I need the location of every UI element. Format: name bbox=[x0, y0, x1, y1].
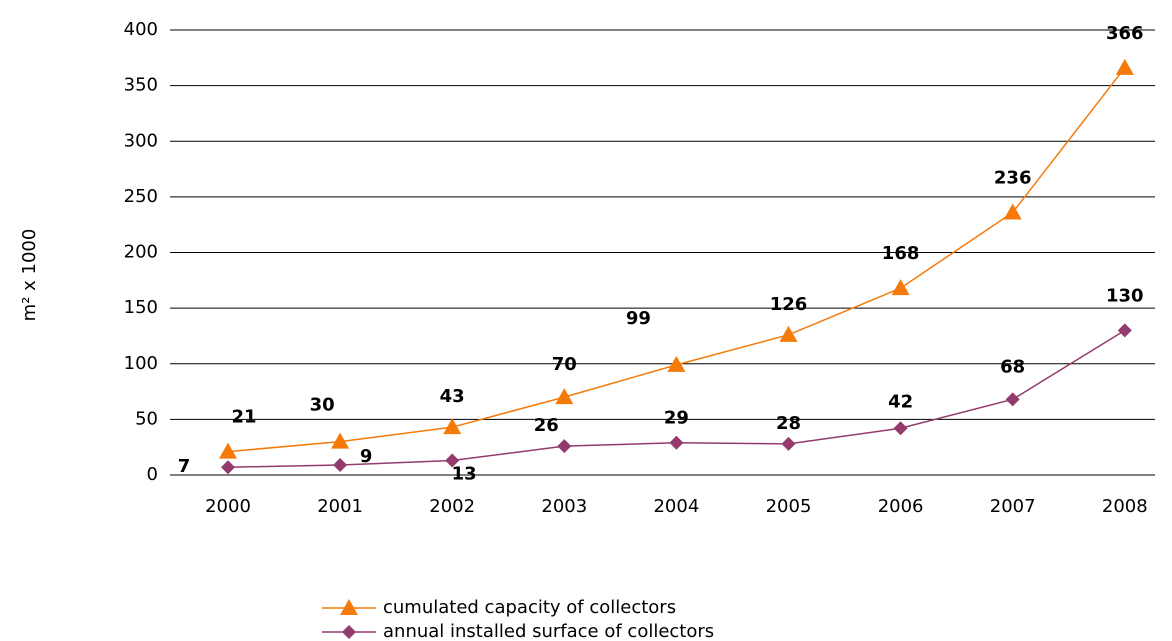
x-tick-label: 2006 bbox=[878, 496, 924, 517]
data-label: 366 bbox=[1106, 23, 1144, 44]
data-label: 43 bbox=[440, 386, 465, 407]
x-tick-label: 2005 bbox=[766, 496, 812, 517]
data-label: 70 bbox=[552, 354, 577, 375]
y-tick-label: 350 bbox=[124, 75, 158, 96]
data-label: 126 bbox=[770, 294, 808, 315]
point-marker bbox=[667, 355, 686, 372]
point-marker bbox=[1005, 392, 1020, 407]
legend-label: cumulated capacity of collectors bbox=[383, 597, 676, 618]
x-tick-label: 2008 bbox=[1102, 496, 1148, 517]
x-tick-label: 2001 bbox=[317, 496, 363, 517]
series: 7 9 13 26 29 28 42 68 130 bbox=[178, 285, 1144, 484]
data-label: 168 bbox=[882, 243, 920, 264]
data-label: 29 bbox=[664, 408, 689, 429]
point-marker bbox=[443, 418, 462, 435]
point-marker bbox=[1115, 58, 1134, 75]
point-marker bbox=[557, 439, 572, 454]
y-axis-label: m² x 1000 bbox=[19, 229, 40, 322]
data-label: 99 bbox=[626, 308, 651, 329]
point-marker bbox=[331, 432, 350, 449]
y-tick-label: 0 bbox=[147, 464, 158, 485]
point-marker bbox=[893, 421, 908, 436]
series-line bbox=[227, 67, 1126, 453]
y-tick-label: 50 bbox=[135, 408, 158, 429]
y-tick-label: 150 bbox=[124, 297, 158, 318]
y-tick-label: 100 bbox=[124, 353, 158, 374]
data-label: 30 bbox=[310, 395, 335, 416]
y-tick-label: 400 bbox=[124, 19, 158, 40]
point-marker bbox=[1003, 203, 1022, 220]
legend-marker bbox=[340, 599, 358, 615]
data-label: 28 bbox=[776, 413, 801, 434]
point-marker bbox=[1117, 323, 1132, 338]
data-label: 68 bbox=[1000, 356, 1025, 377]
legend-label: annual installed surface of collectors bbox=[383, 621, 714, 641]
data-label: 21 bbox=[231, 407, 256, 428]
point-marker bbox=[779, 325, 798, 342]
data-label: 130 bbox=[1106, 285, 1144, 306]
x-tick-label: 2007 bbox=[990, 496, 1036, 517]
series: 21 30 43 70 99 126 168 236 366 bbox=[219, 23, 1144, 459]
legend-marker bbox=[342, 625, 356, 639]
point-marker bbox=[219, 442, 237, 459]
x-tick-label: 2004 bbox=[653, 496, 699, 517]
x-tick-label: 2003 bbox=[541, 496, 587, 517]
point-marker bbox=[555, 388, 574, 405]
data-label: 42 bbox=[888, 391, 913, 412]
data-label: 13 bbox=[452, 464, 477, 485]
point-marker bbox=[781, 436, 796, 451]
y-tick-label: 250 bbox=[124, 186, 158, 207]
x-tick-label: 2002 bbox=[429, 496, 475, 517]
point-marker bbox=[445, 453, 460, 468]
y-tick-label: 200 bbox=[124, 242, 158, 263]
point-marker bbox=[891, 279, 910, 296]
data-label: 7 bbox=[178, 456, 191, 477]
y-tick-label: 300 bbox=[124, 130, 158, 151]
point-marker bbox=[221, 460, 235, 475]
x-tick-label: 2000 bbox=[205, 496, 251, 517]
data-label: 236 bbox=[994, 167, 1032, 188]
point-marker bbox=[669, 435, 684, 450]
data-label: 9 bbox=[360, 446, 373, 467]
data-label: 26 bbox=[534, 415, 559, 436]
point-marker bbox=[333, 457, 348, 472]
